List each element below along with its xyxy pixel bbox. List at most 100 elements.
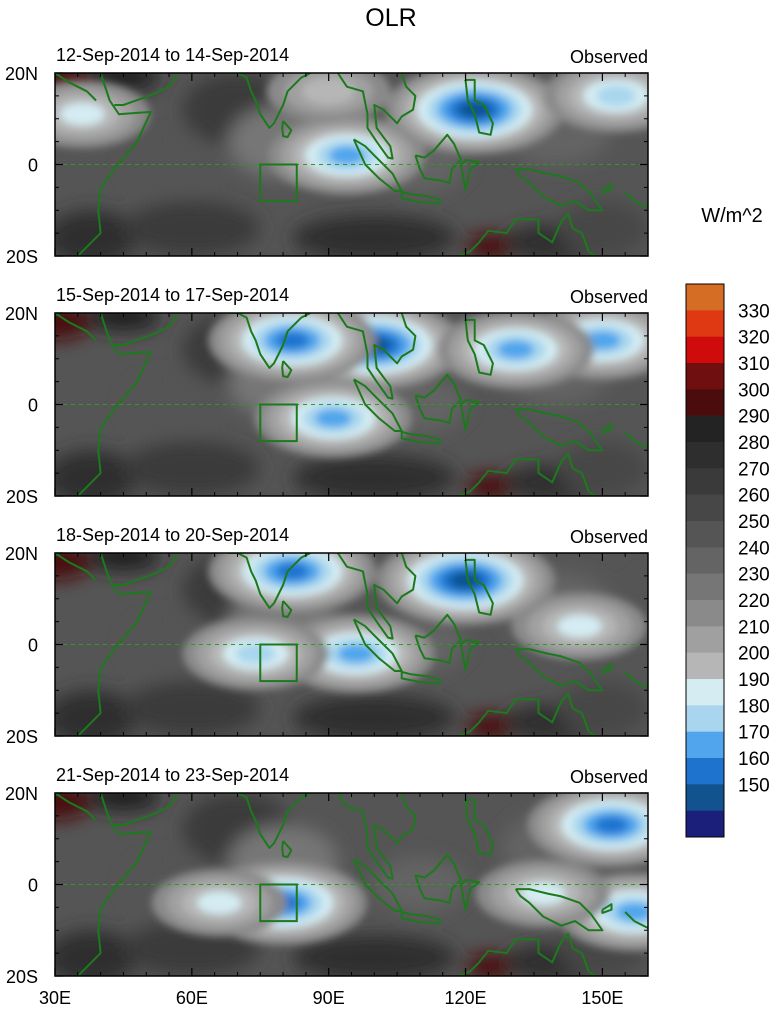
colorbar-swatch [686,810,724,838]
colorbar-tick-label: 290 [738,407,770,428]
map-panel: 20N 0 20S 12-Sep-2014 to 14-Sep-2014 Observe… [5,45,649,267]
colorbar-tick-label: 190 [738,670,770,691]
coastline [464,318,494,376]
convective-feature [208,313,377,383]
coastline [336,553,417,640]
olr-contour-ring [596,85,636,106]
coastline [438,692,597,736]
coastline [624,911,648,929]
colorbar-swatch [686,310,724,337]
y-tick-label: 0 [28,156,38,176]
olr-contour-ring [337,644,375,663]
olr-background-patch [292,454,457,496]
olr-field [55,73,648,256]
convective-feature [254,378,412,458]
olr-background-patch [55,930,138,976]
coastline [352,138,403,192]
coastline [438,932,597,976]
colorbar-tick-label: 240 [738,538,770,559]
coastline [352,618,403,672]
colorbar-swatch [686,547,724,574]
coastline [77,313,152,496]
y-tick-label: 20S [6,727,38,747]
olr-background-patch [86,313,160,332]
coastline [77,73,152,256]
olr-background-patch [292,694,457,736]
y-tick-label: 20N [5,544,38,564]
coastline [114,313,180,346]
coastline [228,553,311,609]
olr-contour-ring [315,409,352,428]
colorbar-swatch [686,468,724,495]
map-panel: 20N 0 20S 18-Sep-2014 to 20-Sep-2014 Observe… [5,525,649,747]
y-tick-label: 20N [5,784,38,804]
colorbar-swatch [686,389,724,416]
olr-contour-ring [275,332,309,349]
panel-source-label: Observed [570,527,648,547]
coastline [460,158,481,191]
colorbar-swatch [686,705,724,732]
convective-feature [475,859,611,928]
coastline [464,798,494,856]
colorbar-swatch [686,521,724,548]
olr-background-patch [465,473,512,496]
map-panel: 20N 0 20S 15-Sep-2014 to 17-Sep-2014 Observe… [5,285,649,507]
map-panels: 20N 0 20S 12-Sep-2014 to 14-Sep-2014 Observe… [5,45,649,987]
coastline [228,793,311,849]
coastline [281,600,293,618]
y-tick-label: 20N [5,64,38,84]
coastlines [55,793,648,976]
coastline [336,793,417,880]
coastline [55,793,97,822]
convective-feature [512,592,648,661]
convective-feature [376,553,555,626]
coastline [464,558,494,616]
x-tick-label: 60E [176,988,208,1008]
colorbar-swatch [686,442,724,469]
coastline [601,903,613,914]
coastline [55,73,97,102]
olr-background-patch [86,793,160,812]
y-tick-label: 0 [28,636,38,656]
colorbar-swatch [686,573,724,601]
convective-feature [268,116,426,195]
coastline [601,663,613,674]
coastline [460,398,481,431]
panel-date-range: 12-Sep-2014 to 14-Sep-2014 [56,45,289,65]
coastline [228,73,311,129]
olr-field [55,313,648,496]
coastlines [55,313,648,496]
colorbar-swatch [686,494,724,522]
coastline [336,73,417,160]
olr-contour-ring [557,614,603,638]
colorbar-swatch [686,626,724,653]
colorbar-tick-label: 310 [738,354,770,375]
coastline [281,120,293,139]
convective-feature [182,617,329,691]
y-tick-label: 20N [5,304,38,324]
olr-background-patch [556,681,648,736]
panel-date-range: 21-Sep-2014 to 23-Sep-2014 [56,765,289,785]
coastline [336,313,417,400]
coastline [114,73,180,106]
coastline [601,423,613,434]
panel-date-range: 15-Sep-2014 to 17-Sep-2014 [56,285,289,305]
olr-background-patch [465,713,512,736]
olr-background-patch [123,681,261,736]
olr-contour-ring [616,902,648,922]
coastline [114,793,180,826]
colorbar-swatch [686,415,724,443]
coastline [400,430,442,445]
analysis-box [259,883,298,923]
olr-background-patch [374,857,466,912]
coastline [281,360,293,379]
x-tick-label: 90E [313,988,345,1008]
olr-contour-ring [458,101,491,118]
colorbar-tick-label: 270 [738,459,770,480]
panel-source-label: Observed [570,287,648,307]
olr-field [55,553,648,736]
colorbar-swatch [686,284,724,311]
olr-contour-ring [302,77,356,105]
convective-feature [266,73,391,123]
